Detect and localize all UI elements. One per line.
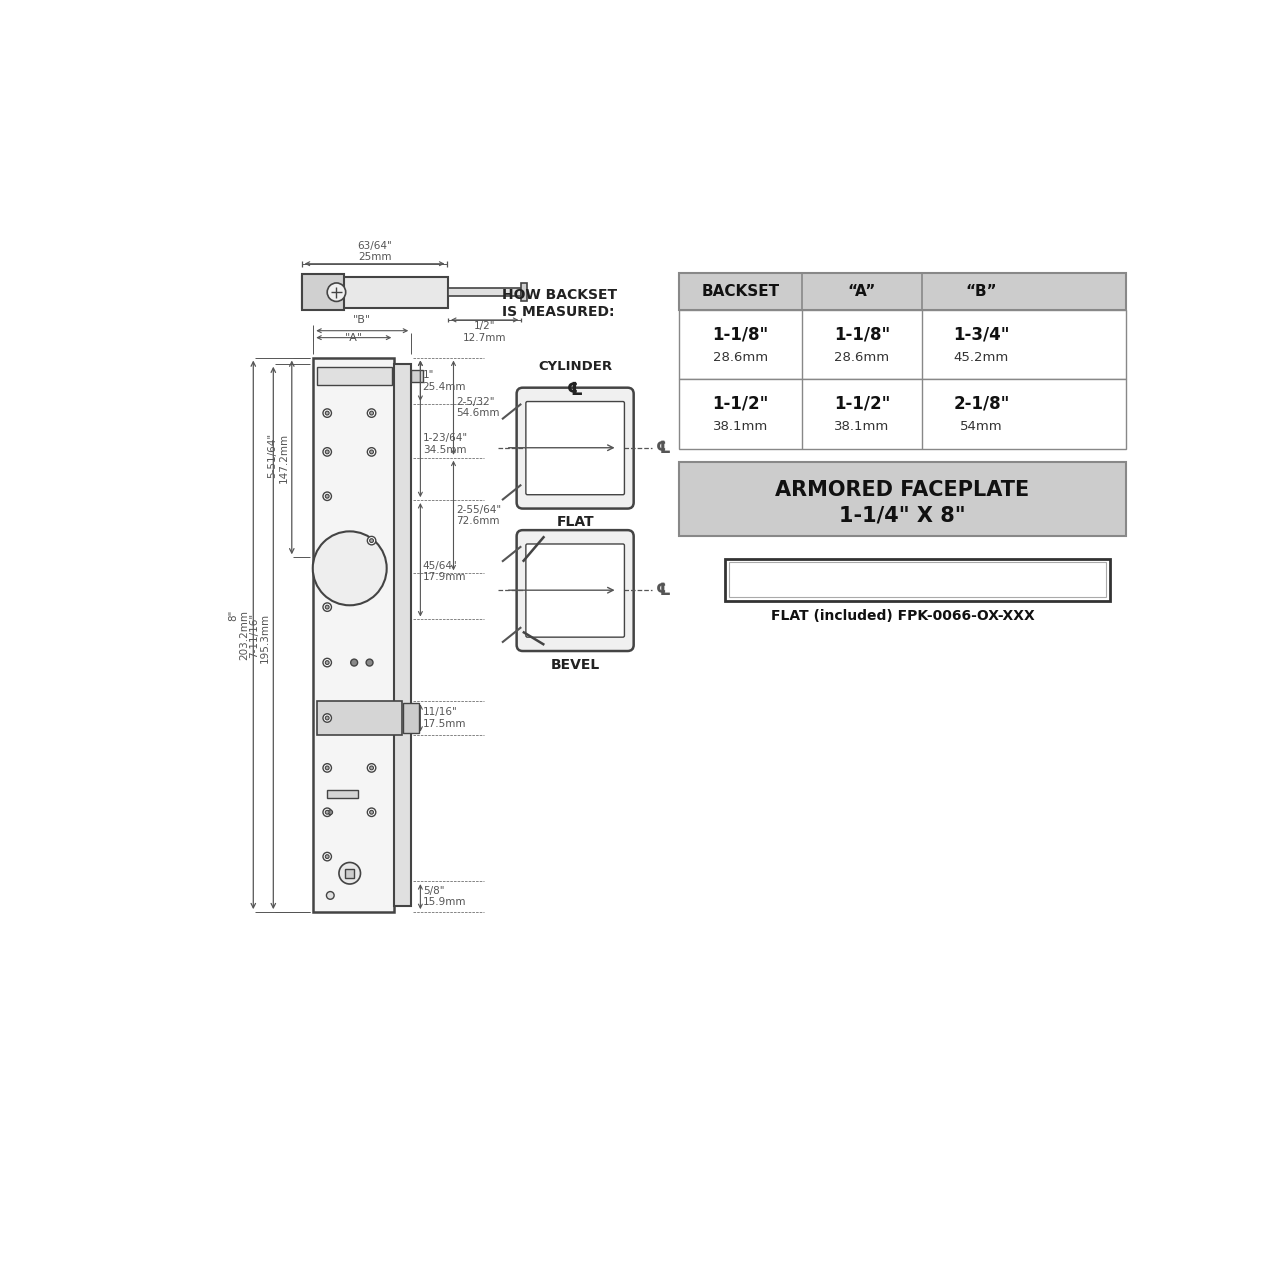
- Text: ℄: ℄: [657, 439, 671, 457]
- Circle shape: [326, 892, 334, 900]
- Text: 1-1/2": 1-1/2": [833, 394, 890, 412]
- Bar: [730, 562, 1106, 596]
- Bar: [726, 558, 1110, 602]
- Text: 8"
203.2mm: 8" 203.2mm: [228, 609, 250, 660]
- Bar: [411, 370, 422, 381]
- Bar: [302, 274, 344, 310]
- Text: 38.1mm: 38.1mm: [713, 420, 768, 433]
- FancyBboxPatch shape: [526, 402, 625, 494]
- Text: HOW BACKSET
IS MEASURED:: HOW BACKSET IS MEASURED:: [502, 288, 617, 319]
- Circle shape: [323, 448, 332, 456]
- Circle shape: [325, 716, 329, 719]
- Text: 1/2"
12.7mm: 1/2" 12.7mm: [462, 321, 506, 343]
- Bar: [521, 283, 527, 301]
- Text: 63/64"
25mm: 63/64" 25mm: [357, 241, 393, 262]
- Bar: [680, 462, 1125, 535]
- Text: 1-1/4" X 8": 1-1/4" X 8": [840, 506, 965, 525]
- Text: 54mm: 54mm: [960, 420, 1002, 433]
- Circle shape: [367, 536, 376, 545]
- Bar: [680, 379, 1125, 448]
- Text: “B”: “B”: [965, 284, 997, 300]
- Bar: [394, 364, 411, 906]
- Circle shape: [367, 448, 376, 456]
- Circle shape: [323, 603, 332, 612]
- Circle shape: [370, 810, 374, 814]
- Text: ℄: ℄: [657, 581, 671, 599]
- Text: FLAT: FLAT: [557, 516, 594, 530]
- Circle shape: [323, 408, 332, 417]
- Text: 5-51/64"
147.2mm: 5-51/64" 147.2mm: [268, 433, 289, 483]
- Text: “A”: “A”: [847, 284, 877, 300]
- Circle shape: [370, 451, 374, 454]
- FancyBboxPatch shape: [526, 544, 625, 637]
- Bar: [403, 703, 419, 733]
- FancyBboxPatch shape: [517, 530, 634, 652]
- Bar: [314, 357, 394, 913]
- Circle shape: [325, 605, 329, 609]
- Text: ℄: ℄: [567, 380, 584, 399]
- Text: 1-1/8": 1-1/8": [833, 325, 890, 343]
- Circle shape: [370, 411, 374, 415]
- Circle shape: [328, 810, 333, 814]
- Text: 28.6mm: 28.6mm: [835, 351, 890, 364]
- Text: "A": "A": [344, 333, 362, 343]
- Circle shape: [325, 411, 329, 415]
- Bar: [317, 701, 402, 735]
- Text: "B": "B": [353, 315, 371, 325]
- Circle shape: [323, 764, 332, 772]
- Text: 28.6mm: 28.6mm: [713, 351, 768, 364]
- Circle shape: [325, 855, 329, 859]
- Circle shape: [323, 808, 332, 817]
- Circle shape: [323, 658, 332, 667]
- Text: 11/16"
17.5mm: 11/16" 17.5mm: [422, 708, 466, 728]
- Circle shape: [323, 714, 332, 722]
- FancyBboxPatch shape: [517, 388, 634, 508]
- Circle shape: [325, 765, 329, 769]
- Text: BACKSET: BACKSET: [701, 284, 780, 300]
- Bar: [302, 276, 448, 307]
- Text: 1"
25.4mm: 1" 25.4mm: [422, 370, 466, 392]
- Circle shape: [370, 539, 374, 543]
- Circle shape: [328, 283, 346, 301]
- Circle shape: [351, 659, 357, 666]
- Text: 1-23/64"
34.5mm: 1-23/64" 34.5mm: [422, 434, 467, 456]
- Bar: [328, 790, 358, 797]
- Circle shape: [325, 660, 329, 664]
- Circle shape: [312, 531, 387, 605]
- Circle shape: [367, 764, 376, 772]
- Text: 1-1/2": 1-1/2": [713, 394, 769, 412]
- Circle shape: [325, 494, 329, 498]
- Text: 2-5/32"
54.6mm: 2-5/32" 54.6mm: [456, 397, 499, 419]
- Circle shape: [367, 808, 376, 817]
- Circle shape: [370, 765, 374, 769]
- Text: 2-55/64"
72.6mm: 2-55/64" 72.6mm: [456, 504, 500, 526]
- Text: CYLINDER: CYLINDER: [538, 360, 612, 372]
- Text: FLAT (included) FPK-0066-OX-XXX: FLAT (included) FPK-0066-OX-XXX: [771, 609, 1034, 622]
- Bar: [680, 310, 1125, 379]
- Text: BEVEL: BEVEL: [550, 658, 600, 672]
- Text: 7-11/16"
195.3mm: 7-11/16" 195.3mm: [248, 613, 270, 663]
- Circle shape: [339, 863, 361, 884]
- Circle shape: [323, 492, 332, 500]
- Text: 38.1mm: 38.1mm: [835, 420, 890, 433]
- Circle shape: [366, 659, 372, 666]
- Text: 2-1/8": 2-1/8": [954, 394, 1010, 412]
- Text: 1-1/8": 1-1/8": [713, 325, 769, 343]
- Bar: [680, 273, 1125, 310]
- Circle shape: [325, 810, 329, 814]
- Text: ARMORED FACEPLATE: ARMORED FACEPLATE: [776, 480, 1029, 500]
- Text: 1-3/4": 1-3/4": [954, 325, 1010, 343]
- Circle shape: [323, 852, 332, 861]
- Text: 5/8"
15.9mm: 5/8" 15.9mm: [422, 886, 466, 908]
- Circle shape: [367, 408, 376, 417]
- Bar: [448, 288, 521, 296]
- Text: 45.2mm: 45.2mm: [954, 351, 1009, 364]
- Text: 45/64"
17.9mm: 45/64" 17.9mm: [422, 561, 466, 582]
- Circle shape: [325, 451, 329, 454]
- Bar: [317, 367, 392, 384]
